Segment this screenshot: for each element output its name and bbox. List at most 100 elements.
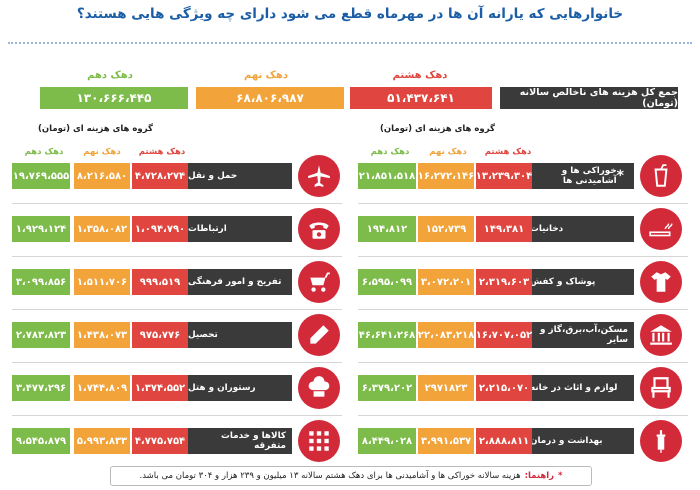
row-label-text: حمل و نقل [188,171,238,181]
row-divider [358,309,688,310]
telephone-icon [298,208,340,250]
right-col-dahak10: دهک دهم [370,147,410,157]
right-row-label: بهداشت و درمان [530,428,634,454]
row-divider [358,415,688,416]
syringe-icon [640,420,682,462]
row-label-text: رستوران و هتل [188,383,256,393]
left-row-label: تحصیل [188,322,292,348]
left-group-header: گروه های هزینه ای (تومان) [38,124,153,134]
left-dahak10-value: ۹،۵۴۵،۸۷۹ [12,428,70,454]
left-dahak8-value: ۹۷۵،۷۷۶ [132,322,188,348]
right-dahak9-value: ۳،۰۷۲،۲۰۱ [418,269,474,295]
right-dahak10-value: ۸،۴۴۹،۰۲۸ [358,428,416,454]
right-dahak10-value: ۲۱،۸۵۱،۵۱۸ [358,163,416,189]
right-dahak8-value: ۲،۳۱۹،۶۰۳ [476,269,532,295]
dahak9-total: ۶۸،۸۰۶،۹۸۷ [196,87,344,109]
row-divider [358,362,688,363]
left-dahak8-value: ۱،۳۷۴،۵۵۲ [132,375,188,401]
right-dahak8-value: ۱۴۹،۳۸۱ [476,216,532,242]
right-col-dahak9: دهک نهم [429,147,467,157]
row-label-text: خوراکی ها و آشامیدنی ها [561,166,617,186]
left-row-label: کالاها و خدمات متفرقه [188,428,292,454]
row-label-text: لوازم و اثاث در خانه [530,383,618,393]
left-dahak9-value: ۱،۵۱۱،۷۰۶ [74,269,130,295]
page-title: خانوارهایی که یارانه آن ها در مهرماه قطع… [76,6,624,22]
totals-label: جمع کل هزینه های ناخالص سالانه (تومان) [500,87,678,109]
left-dahak9-value: ۸،۲۱۶،۵۸۰ [74,163,130,189]
right-dahak10-value: ۱۹۴،۸۱۲ [358,216,416,242]
right-dahak8-value: ۲،۲۱۵،۰۷۰ [476,375,532,401]
dahak10-total: ۱۳۰،۶۶۶،۴۴۵ [40,87,188,109]
stroller-icon [298,261,340,303]
row-divider [12,256,342,257]
left-dahak10-value: ۱،۹۲۹،۱۲۴ [12,216,70,242]
building-icon [640,314,682,356]
left-row-label: رستوران و هتل [188,375,292,401]
right-dahak9-value: ۱۵۲،۷۳۹ [418,216,474,242]
row-label-text: بهداشت و درمان [530,436,603,446]
divider [8,42,692,44]
left-col-dahak10: دهک دهم [24,147,64,157]
row-label-text: مسکن،آب،برق،گاز و سایر [540,325,628,345]
drink-icon [640,155,682,197]
row-label-text: تحصیل [188,330,218,340]
dahak9-total-heading: دهک نهم [244,70,288,81]
row-label-text: دخانیات [530,224,564,234]
row-label-text: کالاها و خدمات متفرقه [221,431,286,451]
right-dahak9-value: ۲۲،۰۸۳،۲۱۸ [418,322,474,348]
right-dahak10-value: ۴۶،۶۴۱،۲۶۸ [358,322,416,348]
chair-icon [640,367,682,409]
note-label: راهنما: [524,471,555,481]
left-dahak10-value: ۳،۴۷۷،۲۹۶ [12,375,70,401]
left-dahak8-value: ۴،۷۷۵،۷۵۴ [132,428,188,454]
row-divider [12,415,342,416]
note-text: هزینه سالانه خوراکی ها و آشامیدنی ها برا… [139,471,521,481]
right-dahak9-value: ۲۹۷۱۸۲۳ [418,375,474,401]
grid-icon [298,420,340,462]
right-dahak9-value: ۳،۹۹۱،۵۳۷ [418,428,474,454]
left-dahak9-value: ۱،۳۵۸،۰۸۲ [74,216,130,242]
left-row-label: ارتباطات [188,216,292,242]
row-divider [12,309,342,310]
left-dahak8-value: ۴،۷۲۸،۲۷۴ [132,163,188,189]
right-dahak10-value: ۶،۵۹۵،۰۹۹ [358,269,416,295]
right-row-label: * خوراکی ها و آشامیدنی ها [530,163,634,189]
left-dahak10-value: ۱۹،۷۶۹،۵۵۵ [12,163,70,189]
left-dahak9-value: ۱،۷۴۴،۸۰۹ [74,375,130,401]
left-col-dahak9: دهک نهم [83,147,121,157]
row-divider [12,362,342,363]
right-dahak9-value: ۱۶،۲۷۲،۱۴۶ [418,163,474,189]
left-col-dahak8: دهک هشتم [138,147,186,157]
right-col-dahak8: دهک هشتم [484,147,532,157]
guide-note: * راهنما: هزینه سالانه خوراکی ها و آشامی… [110,466,592,486]
pencil-icon [298,314,340,356]
dahak8-total-heading: دهک هشتم [392,70,448,81]
cigarette-icon [640,208,682,250]
right-row-label: مسکن،آب،برق،گاز و سایر [530,322,634,348]
right-dahak8-value: ۱۶،۷۰۷،۰۵۲ [476,322,532,348]
right-dahak8-value: ۱۳،۲۳۹،۳۰۴ [476,163,532,189]
right-group-header: گروه های هزینه ای (تومان) [380,124,495,134]
right-dahak10-value: ۶،۳۷۹،۲۰۲ [358,375,416,401]
right-row-label: دخانیات [530,216,634,242]
right-dahak8-value: ۲،۸۸۸،۸۱۱ [476,428,532,454]
right-row-label: پوشاک و کفش [530,269,634,295]
row-divider [358,203,688,204]
left-dahak9-value: ۵،۹۹۳،۸۳۳ [74,428,130,454]
row-label-text: تفریح و امور فرهنگی [188,277,282,287]
chef-hat-icon [298,367,340,409]
left-dahak8-value: ۹۹۹،۵۱۹ [132,269,188,295]
airplane-icon [298,155,340,197]
row-label-text: ارتباطات [188,224,227,234]
left-row-label: تفریح و امور فرهنگی [188,269,292,295]
note-star: * [558,471,563,481]
row-divider [358,256,688,257]
left-dahak9-value: ۱،۴۳۸،۰۷۳ [74,322,130,348]
left-row-label: حمل و نقل [188,163,292,189]
dahak8-total: ۵۱،۴۳۷،۶۴۱ [350,87,492,109]
right-row-label: لوازم و اثاث در خانه [530,375,634,401]
star-marker: * [616,168,624,184]
row-divider [12,203,342,204]
row-label-text: پوشاک و کفش [530,277,596,287]
dahak10-total-heading: دهک دهم [87,70,133,81]
